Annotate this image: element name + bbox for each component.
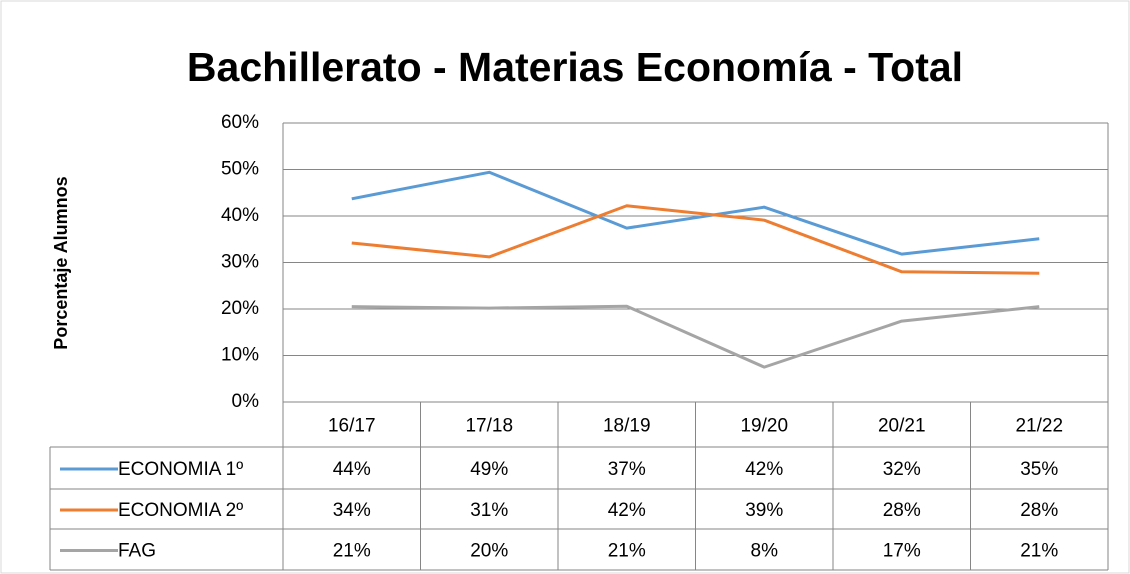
- table-value: 49%: [470, 459, 508, 480]
- x-tick-label: 18/19: [603, 416, 651, 437]
- table-value: 42%: [745, 459, 783, 480]
- chart-title: Bachillerato - Materias Economía - Total: [187, 44, 963, 90]
- y-tick-label: 20%: [221, 298, 259, 319]
- table-value: 34%: [333, 500, 371, 521]
- table-value: 8%: [751, 541, 779, 562]
- series-line: [351, 204, 1040, 275]
- table-value: 32%: [883, 459, 921, 480]
- y-tick-label: 0%: [232, 391, 260, 412]
- table-value: 21%: [608, 541, 646, 562]
- y-tick-label: 30%: [221, 252, 259, 273]
- legend-label: ECONOMIA 2º: [118, 500, 243, 521]
- table-value: 37%: [608, 459, 646, 480]
- table-value: 35%: [1020, 459, 1058, 480]
- series-line: [351, 304, 1040, 369]
- table-value: 44%: [333, 459, 371, 480]
- table-value: 39%: [745, 500, 783, 521]
- table-value: 21%: [1020, 541, 1058, 562]
- table-value: 31%: [470, 500, 508, 521]
- x-tick-label: 20/21: [878, 416, 926, 437]
- x-tick-label: 17/18: [465, 416, 513, 437]
- x-tick-label: 19/20: [740, 416, 788, 437]
- legend-label: FAG: [118, 541, 156, 562]
- legend-label: ECONOMIA 1º: [118, 459, 243, 480]
- table-value: 42%: [608, 500, 646, 521]
- table-value: 28%: [883, 500, 921, 521]
- y-axis-label: Porcentaje Alumnos: [51, 176, 71, 349]
- table-value: 21%: [333, 541, 371, 562]
- table-value: 17%: [883, 541, 921, 562]
- x-tick-label: 21/22: [1015, 416, 1063, 437]
- y-tick-label: 60%: [221, 112, 259, 133]
- table-value: 20%: [470, 541, 508, 562]
- x-tick-label: 16/17: [328, 416, 376, 437]
- y-tick-label: 50%: [221, 159, 259, 180]
- y-tick-label: 10%: [221, 345, 259, 366]
- y-tick-label: 40%: [221, 205, 259, 226]
- table-value: 28%: [1020, 500, 1058, 521]
- series-line: [351, 170, 1040, 256]
